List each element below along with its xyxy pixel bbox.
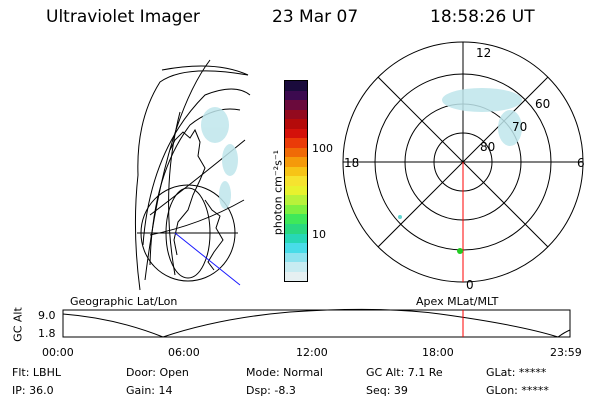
- colorbar-segment: [285, 157, 307, 167]
- geographic-label: Geographic Lat/Lon: [70, 295, 178, 308]
- colorbar-segment: [285, 128, 307, 139]
- status-mode: Mode: Normal: [246, 366, 323, 379]
- apex-label: Apex MLat/MLT: [416, 295, 499, 308]
- colorbar-segment: [285, 90, 307, 101]
- mlt-label-18: 18: [344, 156, 360, 170]
- colorbar-segment: [285, 100, 307, 110]
- colorbar-segment: [285, 233, 307, 244]
- instrument-title: Ultraviolet Imager: [46, 7, 200, 27]
- colorbar-tick-100: 100: [312, 142, 333, 155]
- timeline-ytick-1.8: 1.8: [38, 327, 56, 340]
- colorbar-segment: [285, 252, 307, 263]
- mlt-label-12: 12: [476, 46, 492, 60]
- lat-label-70: 70: [512, 120, 528, 134]
- status-gc-alt: GC Alt: 7.1 Re: [366, 366, 443, 379]
- status-glon: GLon: *****: [486, 384, 549, 397]
- timeline-xtick-0000: 00:00: [42, 346, 74, 359]
- lat-label-80: 80: [480, 140, 496, 154]
- colorbar-segment: [285, 271, 307, 282]
- status-seq: Seq: 39: [366, 384, 408, 397]
- status-gain: Gain: 14: [126, 384, 173, 397]
- mlt-label-0: 0: [466, 278, 474, 292]
- status-flt: Flt: LBHL: [12, 366, 61, 379]
- colorbar-segment: [285, 185, 307, 196]
- timeline-xtick-0600: 06:00: [168, 346, 200, 359]
- date-label: 23 Mar 07: [272, 7, 359, 27]
- colorbar-segment: [285, 243, 307, 253]
- colorbar-segment: [285, 223, 307, 234]
- colorbar-segment: [285, 147, 307, 158]
- colorbar-segment: [285, 195, 307, 205]
- colorbar-segment: [285, 262, 307, 272]
- timeline-xtick-2359: 23:59: [550, 346, 582, 359]
- colorbar-segment: [285, 81, 307, 91]
- colorbar-tick-10: 10: [312, 228, 326, 241]
- colorbar-segment: [285, 204, 307, 215]
- status-dsp: Dsp: -8.3: [246, 384, 296, 397]
- status-door: Door: Open: [126, 366, 189, 379]
- colorbar-segment: [285, 109, 307, 120]
- status-glat: GLat: *****: [486, 366, 547, 379]
- colorbar-segment: [285, 176, 307, 186]
- colorbar-segment: [285, 166, 307, 177]
- lat-label-60: 60: [535, 97, 551, 111]
- mlt-label-6: 6: [577, 156, 585, 170]
- timeline-xtick-1200: 12:00: [296, 346, 328, 359]
- colorbar: [284, 80, 308, 282]
- timeline-ytick-9: 9.0: [38, 309, 56, 322]
- colorbar-segment: [285, 214, 307, 224]
- colorbar-segment: [285, 119, 307, 129]
- status-ip: IP: 36.0: [12, 384, 54, 397]
- time-label: 18:58:26 UT: [430, 7, 535, 27]
- colorbar-segment: [285, 138, 307, 148]
- timeline-xtick-1800: 18:00: [422, 346, 454, 359]
